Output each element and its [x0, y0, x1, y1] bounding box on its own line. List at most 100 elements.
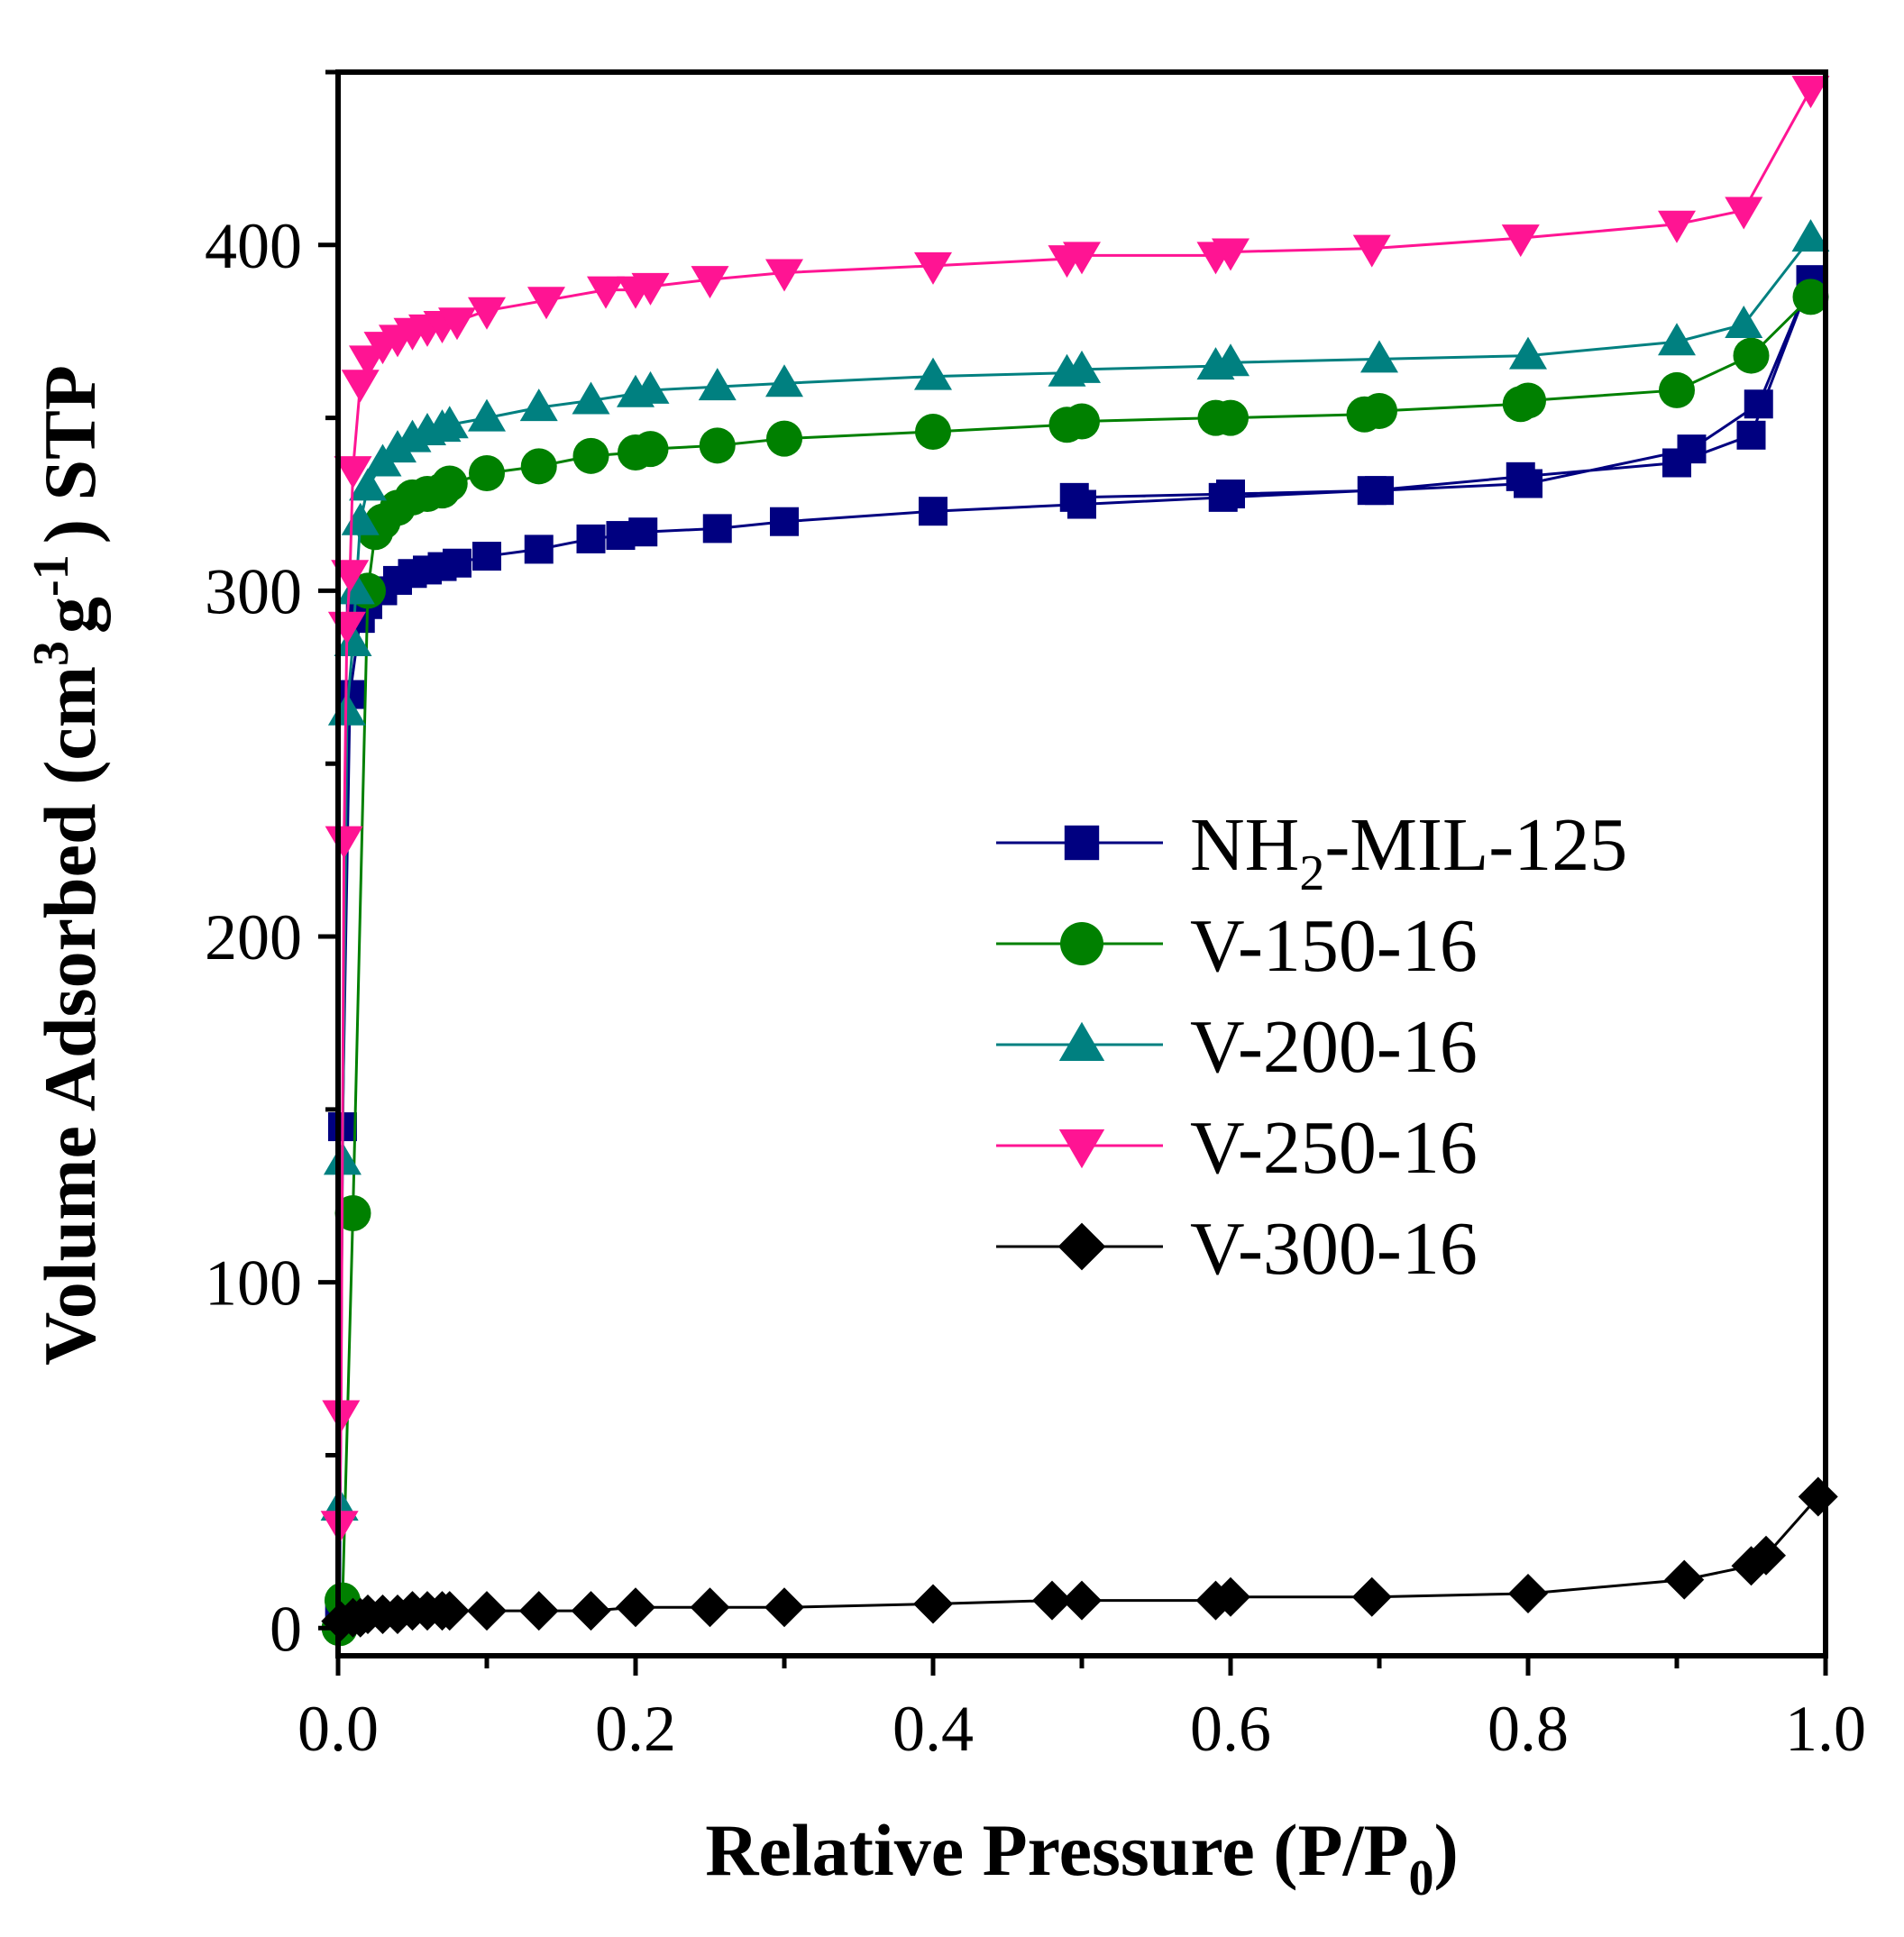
data-point	[698, 368, 737, 401]
data-point	[587, 276, 625, 309]
data-point	[1211, 1576, 1250, 1617]
y-tick-label: 400	[205, 210, 302, 282]
y-tick-label: 200	[205, 901, 302, 973]
data-point	[571, 1591, 611, 1631]
x-axis-title: Relative Pressure (P/P0)	[705, 1809, 1459, 1906]
data-point	[431, 465, 468, 502]
data-point	[1725, 196, 1763, 230]
y-axis-title-mid: g	[29, 597, 111, 634]
legend-marker	[1058, 1129, 1105, 1169]
y-axis-title-sup2: -1	[23, 554, 79, 597]
legend-label-sub: 2	[1299, 845, 1324, 901]
y-axis-title-sup1: 3	[23, 641, 79, 666]
data-point	[1746, 1535, 1786, 1576]
data-point	[1059, 482, 1089, 512]
y-axis-title-tail: ) STP	[29, 365, 111, 544]
legend-entry: V-250-16	[996, 1106, 1478, 1190]
legend-entry: NH2-MIL-125	[996, 803, 1627, 901]
legend-label-main: V-250-16	[1190, 1106, 1478, 1190]
legend-marker	[1064, 825, 1100, 861]
legend-label-main: NH	[1190, 803, 1299, 887]
data-point	[616, 1587, 655, 1628]
data-point	[334, 1194, 371, 1231]
data-point	[1063, 350, 1101, 383]
data-point	[469, 455, 505, 492]
data-point	[919, 497, 947, 526]
x-tick-label: 0.8	[1488, 1693, 1569, 1765]
data-point	[472, 542, 501, 571]
data-point	[1725, 306, 1763, 339]
data-point	[690, 1587, 730, 1628]
data-point	[1658, 323, 1696, 356]
data-point	[765, 259, 803, 292]
data-point	[765, 364, 803, 397]
data-point	[572, 437, 609, 474]
data-point	[628, 517, 658, 547]
legend-entry: V-150-16	[996, 904, 1478, 988]
data-point	[430, 406, 469, 439]
data-point	[1361, 392, 1397, 429]
data-point	[1508, 1573, 1548, 1613]
y-tick-label: 0	[270, 1593, 302, 1665]
data-point	[1213, 399, 1249, 436]
data-point	[443, 548, 471, 578]
data-point	[1791, 76, 1830, 109]
data-point	[1509, 336, 1547, 370]
data-point	[1352, 234, 1391, 268]
y-ticks: 0 100 200 300 400	[205, 69, 338, 1665]
data-point	[325, 826, 363, 859]
data-point	[334, 623, 372, 656]
data-point	[1365, 476, 1394, 506]
data-point	[576, 524, 606, 553]
data-point	[764, 1587, 804, 1628]
legend-label: V-300-16	[1190, 1207, 1478, 1291]
series-4	[321, 1476, 1838, 1641]
data-point	[914, 357, 952, 390]
legend-label: V-150-16	[1190, 904, 1478, 988]
data-point	[913, 1584, 953, 1624]
y-tick-label: 300	[205, 555, 302, 627]
x-axis-title-main: Relative Pressure (P/P	[705, 1809, 1408, 1891]
data-point	[518, 1591, 559, 1631]
data-point	[334, 456, 372, 489]
y-axis-title-main: Volume Adsorbed (cm	[29, 666, 111, 1366]
data-point	[915, 413, 951, 450]
legend-marker	[1057, 1222, 1106, 1271]
legend-marker	[1060, 922, 1103, 965]
data-point	[1063, 242, 1101, 275]
data-point	[527, 287, 565, 320]
data-point	[631, 370, 670, 404]
data-point	[1351, 1576, 1392, 1617]
data-point	[1064, 403, 1100, 440]
data-point	[691, 266, 729, 299]
data-point	[1658, 210, 1696, 243]
x-axis-title-tail: )	[1433, 1809, 1458, 1891]
data-point	[1510, 382, 1546, 419]
data-point	[322, 1400, 361, 1433]
data-point	[1664, 1559, 1705, 1600]
legend-entry: V-200-16	[996, 1005, 1478, 1089]
data-point	[631, 272, 670, 306]
data-point	[467, 1591, 507, 1631]
data-point	[572, 381, 610, 415]
data-point	[1216, 480, 1245, 509]
legend-label-main: V-300-16	[1190, 1207, 1478, 1291]
data-point	[766, 420, 802, 457]
legend-label: V-250-16	[1190, 1106, 1478, 1190]
data-point	[632, 431, 669, 468]
data-point	[1677, 434, 1707, 464]
data-point	[1736, 420, 1766, 450]
data-point	[519, 388, 558, 422]
series-1	[321, 279, 1829, 1647]
data-point	[1791, 219, 1830, 252]
x-tick-label: 0.4	[892, 1693, 974, 1765]
x-axis-title-sub: 0	[1408, 1850, 1433, 1906]
data-point	[520, 448, 557, 485]
data-point	[468, 398, 506, 432]
data-point	[1360, 340, 1398, 373]
data-point	[336, 571, 375, 605]
data-point	[1659, 371, 1695, 408]
data-point	[1062, 1580, 1102, 1621]
